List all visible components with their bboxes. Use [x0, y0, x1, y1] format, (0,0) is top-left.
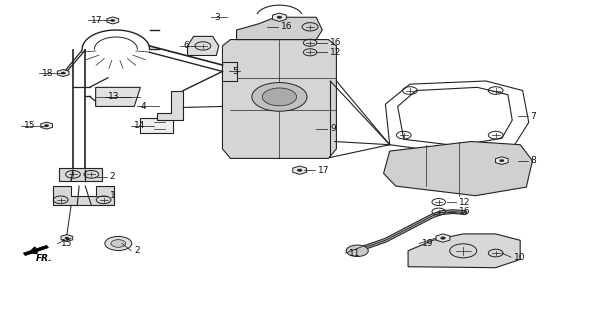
Circle shape	[111, 240, 126, 247]
Circle shape	[262, 88, 297, 106]
Polygon shape	[293, 166, 306, 174]
Text: 15: 15	[61, 239, 72, 248]
Text: 19: 19	[422, 239, 433, 248]
Polygon shape	[41, 122, 52, 129]
Text: 1: 1	[110, 191, 115, 200]
Text: 2: 2	[134, 246, 140, 255]
Circle shape	[500, 159, 504, 162]
Circle shape	[346, 245, 368, 257]
Polygon shape	[59, 168, 102, 181]
Text: 11: 11	[349, 249, 360, 258]
Text: FR.: FR.	[36, 254, 53, 263]
Circle shape	[45, 124, 49, 127]
Polygon shape	[222, 62, 236, 81]
Polygon shape	[157, 91, 183, 120]
Polygon shape	[23, 245, 49, 256]
Polygon shape	[107, 17, 119, 24]
Circle shape	[65, 237, 69, 239]
Text: 10: 10	[514, 253, 526, 262]
Polygon shape	[61, 235, 72, 242]
Text: 2: 2	[110, 172, 115, 181]
Polygon shape	[96, 87, 141, 107]
Polygon shape	[384, 141, 532, 196]
Text: 16: 16	[281, 22, 293, 31]
Polygon shape	[57, 69, 69, 76]
Polygon shape	[222, 40, 336, 158]
Circle shape	[441, 237, 445, 239]
Text: 12: 12	[459, 197, 470, 206]
Text: 4: 4	[141, 102, 146, 111]
Text: 7: 7	[530, 112, 537, 121]
Circle shape	[111, 20, 115, 21]
Polygon shape	[273, 13, 286, 21]
Polygon shape	[436, 234, 450, 242]
Text: 5: 5	[232, 67, 238, 76]
Text: 15: 15	[24, 121, 36, 130]
Polygon shape	[53, 186, 114, 205]
Text: 14: 14	[134, 121, 146, 130]
Text: 13: 13	[108, 92, 119, 101]
Text: 8: 8	[530, 156, 537, 165]
Polygon shape	[141, 118, 173, 133]
Circle shape	[277, 16, 282, 19]
Circle shape	[61, 72, 65, 74]
Text: 16: 16	[459, 207, 470, 216]
Circle shape	[297, 169, 302, 172]
Circle shape	[252, 83, 307, 111]
Text: 6: 6	[183, 41, 189, 51]
Text: 9: 9	[330, 124, 336, 133]
Polygon shape	[408, 234, 520, 268]
Text: 16: 16	[330, 38, 342, 47]
Text: 18: 18	[42, 68, 54, 77]
Polygon shape	[236, 17, 322, 40]
Circle shape	[105, 236, 132, 251]
Polygon shape	[187, 36, 219, 55]
Text: 17: 17	[91, 16, 103, 25]
Text: 17: 17	[318, 166, 330, 175]
Polygon shape	[495, 157, 508, 164]
Text: 3: 3	[214, 13, 220, 22]
Text: 12: 12	[330, 48, 341, 57]
